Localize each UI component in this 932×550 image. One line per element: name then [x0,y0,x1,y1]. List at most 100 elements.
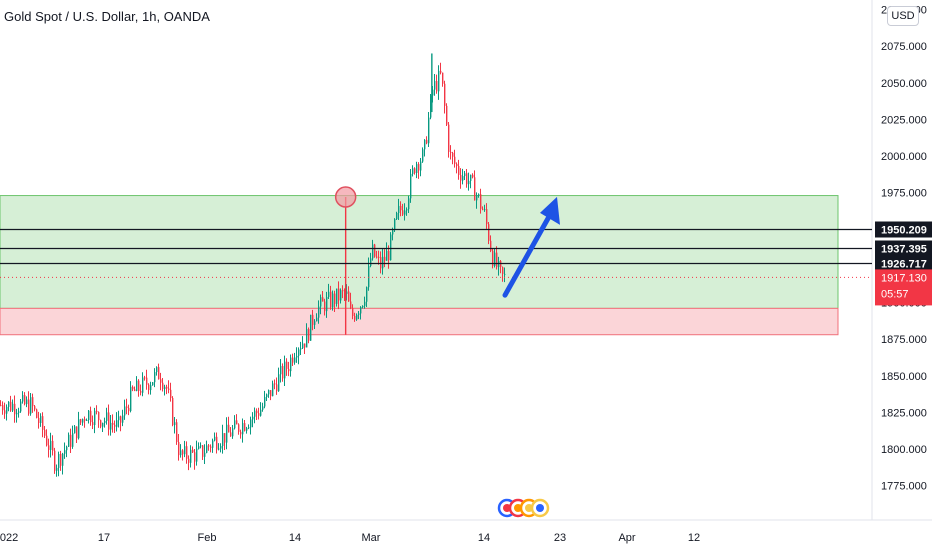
candle-body [190,449,192,463]
economic-events-row[interactable] [497,498,550,518]
time-tick: Mar [362,532,381,544]
candle-body [154,372,156,383]
candle-body [382,256,384,269]
candle-body [16,412,18,415]
candle-body [4,410,6,414]
price-tick: 1850.000 [881,371,927,383]
support-zone-red[interactable] [0,307,839,336]
candle-body [476,194,478,201]
candle-body [248,427,250,429]
candle-body [182,450,184,455]
price-axis[interactable]: 2100.0002075.0002050.0002025.0002000.000… [881,5,927,493]
candle-body [342,290,344,292]
candle-body [68,434,70,447]
candle-body [242,423,244,435]
candle-body [474,177,476,201]
candle-body [468,180,470,185]
price-tick: 1875.000 [881,334,927,346]
candle-body [172,398,174,426]
support-zone-green[interactable] [0,195,839,309]
candle-body [130,386,132,412]
candle-body [114,424,116,427]
candle-body [460,174,462,181]
candle-body [438,70,440,92]
candle-body [284,361,286,379]
candle-body [496,252,498,268]
candle-body [200,445,202,447]
candle-body [136,380,138,391]
candle-body [238,424,240,432]
candle-body [44,429,46,436]
up-arrow-icon[interactable] [502,196,560,298]
candle-body [152,382,154,386]
horizontal-levels[interactable] [0,228,872,265]
candle-body [370,258,372,266]
candle-body [120,416,122,423]
candle-body [366,287,368,302]
price-tick: 2050.000 [881,78,927,90]
candle-body [52,440,54,451]
candle-body [134,389,136,391]
candle-body [428,117,430,144]
candle-body [218,448,220,450]
candle-body [176,422,178,443]
time-tick: 14 [478,532,490,544]
level-labels: 1950.209 1937.395 1926.717 [875,221,932,272]
candle-body [380,257,382,269]
candle-body [112,422,114,425]
price-tick: 1800.000 [881,444,927,456]
candle-body [290,357,292,372]
candle-body [50,440,52,450]
candle-body [76,426,78,439]
candle-body [346,291,348,294]
candle-body [488,224,490,241]
candle-body [210,446,212,448]
candle-body [404,210,406,215]
candle-body [272,383,274,397]
candle-body [246,428,248,431]
candle-body [62,453,64,466]
candle-body [38,417,40,423]
candle-body [192,449,194,453]
candle-body [42,416,44,430]
candle-body [64,450,66,454]
candle-body [422,149,424,162]
candle-body [142,377,144,393]
time-tick: 2022 [0,532,18,544]
candle-body [80,419,82,423]
candle-body [394,218,396,231]
candle-body [162,382,164,390]
event-flag-dot [536,504,544,512]
candle-body [268,390,270,395]
time-axis[interactable]: 2022 17 Feb 14 Mar 14 23 Apr 12 [0,532,700,544]
candle-body [392,230,394,235]
candle-body [208,445,210,447]
candle-body [448,124,450,152]
candle-body [316,317,318,322]
candle-body [484,209,486,211]
candle-body [12,403,14,411]
candle-body [14,403,16,415]
candle-body [280,366,282,375]
candle-body [232,428,234,437]
candle-body [410,173,412,199]
candle-body [194,452,196,462]
currency-button[interactable]: USD [887,6,919,26]
candle-body [462,176,464,181]
candle-body [150,385,152,391]
candle-body [406,209,408,211]
candle-body [118,416,120,421]
candle-body [292,357,294,363]
candle-body [416,164,418,173]
candle-body [340,290,342,301]
candle-body [412,168,414,174]
candle-body [98,412,100,421]
candle-body [374,244,376,257]
highlight-circle[interactable] [334,186,357,208]
time-tick: 14 [289,532,301,544]
candle-body [174,422,176,426]
time-tick: 23 [554,532,566,544]
candle-body [356,314,358,320]
bar-countdown: 05:57 [881,288,909,300]
